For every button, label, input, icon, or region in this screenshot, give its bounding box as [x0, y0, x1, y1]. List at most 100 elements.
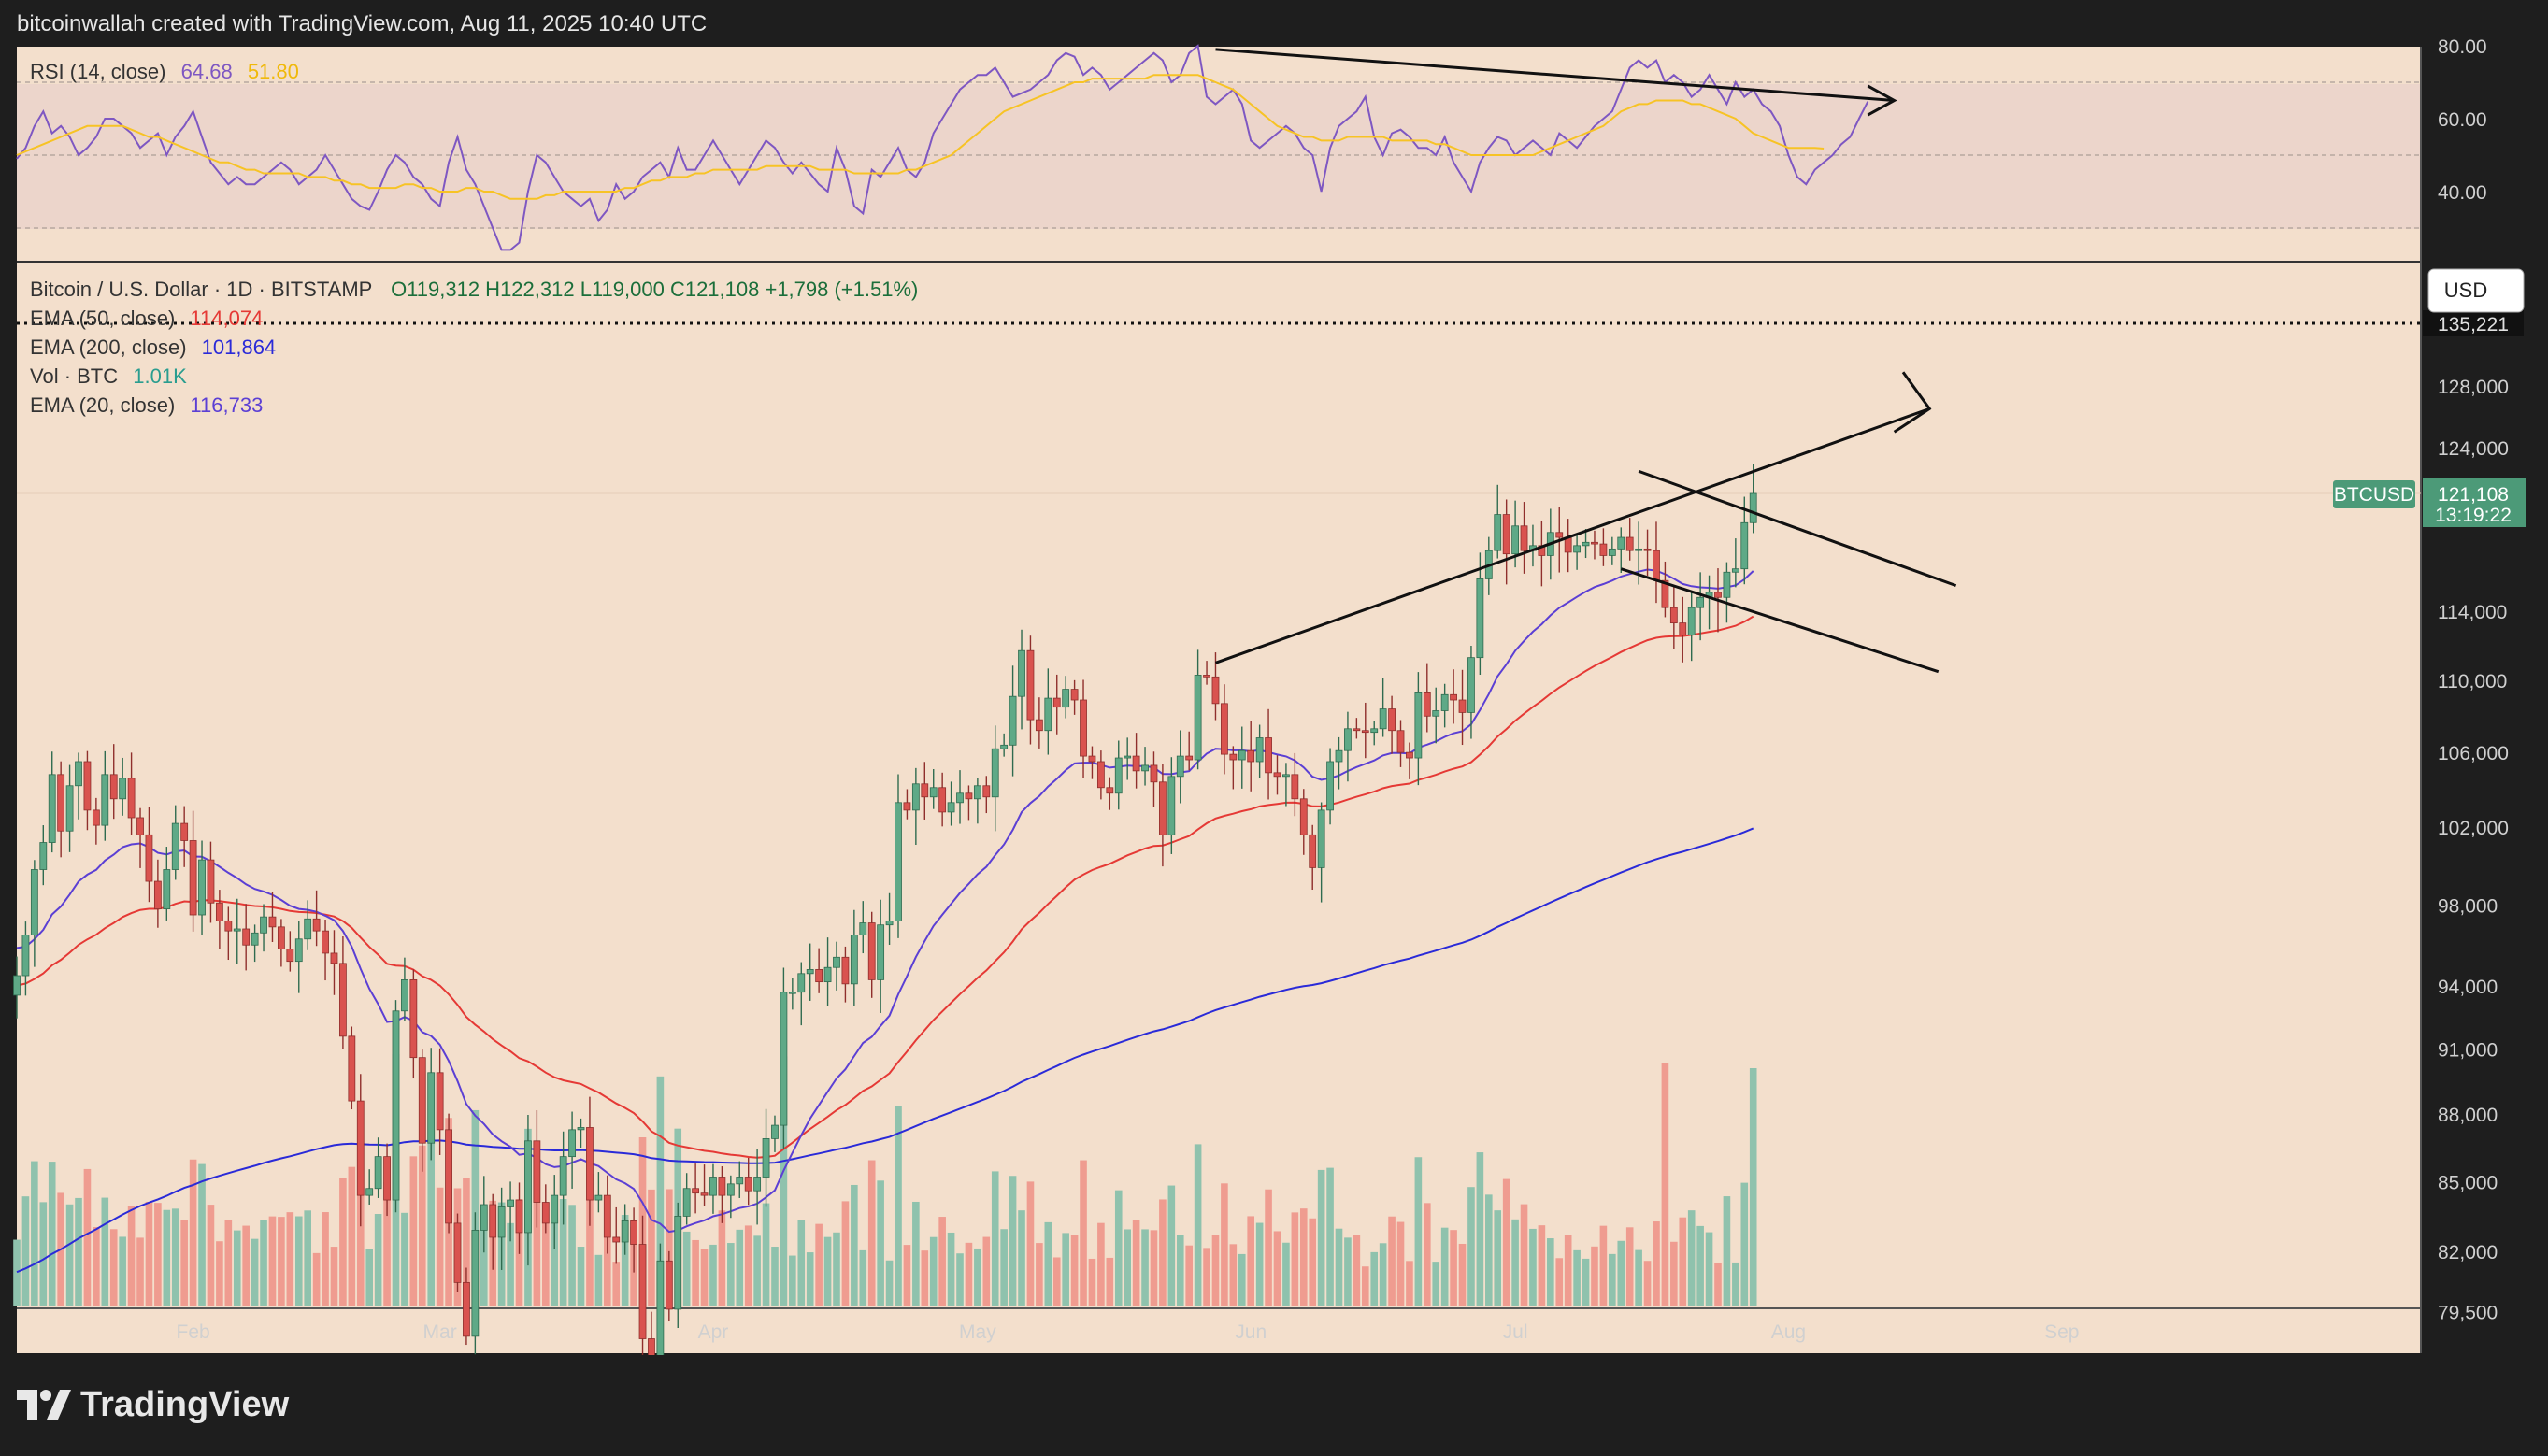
dotted-level-badge	[2423, 310, 2524, 336]
candle	[815, 948, 823, 993]
volume-bar	[21, 1196, 30, 1306]
volume-bar	[1026, 1181, 1035, 1306]
candle	[1388, 695, 1396, 754]
candle	[1625, 518, 1634, 561]
candle	[630, 1207, 637, 1273]
rsi-line	[16, 44, 1869, 251]
candle	[956, 770, 964, 824]
candle	[109, 744, 118, 820]
candle	[991, 725, 999, 832]
time-tick-label: Mar	[423, 1321, 457, 1343]
candle	[559, 1131, 567, 1225]
tradingview-logo[interactable]: TradingView	[17, 1381, 289, 1428]
candle	[1176, 730, 1184, 804]
candle	[885, 892, 894, 945]
volume-bar	[551, 1217, 559, 1306]
rsi-tick-label: 80.00	[2438, 36, 2487, 58]
candle	[1696, 572, 1705, 641]
volume-bar	[1661, 1063, 1669, 1306]
rising-trendline[interactable]	[1214, 407, 1930, 664]
rsi-band	[17, 84, 2421, 229]
candle	[551, 1175, 559, 1249]
ticker-label: BTCUSD	[2334, 484, 2414, 506]
candle	[277, 919, 285, 967]
volume-bar	[682, 1231, 691, 1306]
candle	[718, 1166, 726, 1223]
price-tick-label: 91,000	[2438, 1040, 2498, 1062]
candle	[1432, 687, 1440, 744]
candle	[1723, 562, 1731, 623]
price-tick-label: 110,000	[2438, 671, 2507, 692]
time-tick-label: Aug	[1771, 1321, 1806, 1343]
volume-bar	[559, 1199, 567, 1306]
candle	[153, 859, 162, 928]
volume-bar	[533, 1158, 541, 1306]
candle	[603, 1175, 611, 1254]
volume-bar	[1653, 1221, 1660, 1306]
volume-bar	[1194, 1144, 1202, 1306]
rsi-ma-line	[16, 74, 1825, 200]
volume-bar	[1555, 1258, 1564, 1306]
volume-bar	[833, 1232, 840, 1306]
candle	[286, 931, 294, 972]
rsi-legend-label: RSI (14, close)	[30, 60, 166, 83]
volume-label: Vol · BTC	[30, 364, 118, 388]
time-tick-label: Feb	[177, 1321, 210, 1343]
flag-upper-line[interactable]	[1638, 469, 1957, 588]
volume-bar	[93, 1227, 100, 1306]
volume-bar	[1176, 1235, 1184, 1306]
volume-bar	[1609, 1253, 1616, 1306]
volume-bar	[1265, 1189, 1272, 1306]
candle	[1406, 742, 1413, 779]
rsi-divergence-line[interactable]	[1215, 48, 1895, 102]
volume-bar	[1432, 1262, 1440, 1306]
candle	[1273, 755, 1281, 795]
candle	[1520, 502, 1528, 574]
candle	[1194, 649, 1202, 770]
candle	[806, 943, 814, 1001]
volume-bar	[568, 1205, 576, 1306]
ema20-path	[16, 568, 1754, 1234]
candle	[762, 1108, 770, 1207]
candle	[1009, 665, 1017, 777]
candle	[180, 806, 189, 867]
currency-button[interactable]: USD	[2444, 278, 2487, 302]
candle	[463, 1267, 470, 1346]
volume-bar	[1211, 1235, 1220, 1306]
volume-bar	[859, 1249, 867, 1306]
candle	[127, 752, 136, 835]
volume-bar	[929, 1236, 938, 1306]
tradingview-logo-icon	[17, 1390, 71, 1420]
candle	[1731, 538, 1739, 588]
price-tick-label: 102,000	[2438, 818, 2509, 839]
candle	[21, 921, 30, 996]
volume-bar	[507, 1222, 514, 1306]
candle	[1450, 669, 1457, 724]
candle	[453, 1213, 462, 1292]
time-axis[interactable]: Feb Mar Apr May Jun Jul Aug Sep	[177, 1321, 2080, 1343]
ema50-line	[16, 615, 1754, 1159]
volume-bar	[1203, 1248, 1210, 1306]
candle	[13, 956, 21, 1019]
candle	[409, 969, 418, 1079]
volume-bar	[1309, 1218, 1317, 1306]
volume-bar	[1529, 1228, 1537, 1306]
price-axis[interactable]: 132,000128,000124,000114,000110,000106,0…	[2438, 317, 2509, 1355]
drawn-trendlines[interactable]	[1214, 48, 1957, 674]
rising-trendline-arrow	[1893, 371, 1932, 434]
candle	[436, 1048, 444, 1155]
flag-lower-line[interactable]	[1620, 567, 1940, 674]
candle	[1573, 534, 1582, 570]
candlesticks	[13, 464, 1757, 1355]
volume-bar	[1317, 1169, 1325, 1306]
candle	[39, 825, 48, 886]
candle	[709, 1163, 717, 1214]
volume-bar	[312, 1252, 321, 1306]
candle	[1185, 731, 1194, 771]
volume-bar	[322, 1212, 329, 1306]
currency-button-bg[interactable]	[2427, 268, 2525, 313]
volume-bar	[938, 1217, 946, 1306]
candle	[692, 1163, 700, 1214]
candle	[1591, 530, 1598, 560]
